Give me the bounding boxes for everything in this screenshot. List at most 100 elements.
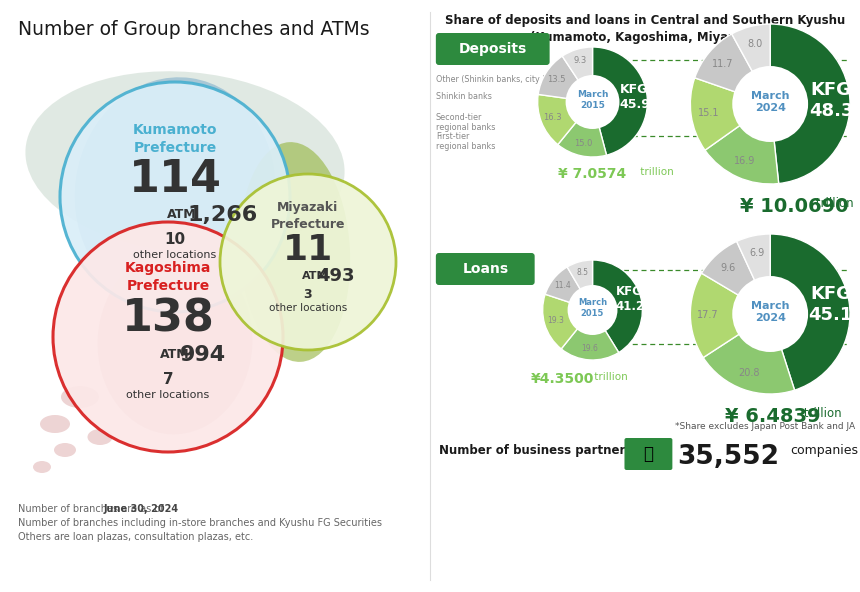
Text: 🤝: 🤝: [643, 445, 654, 463]
Ellipse shape: [26, 71, 345, 253]
Text: March
2024: March 2024: [751, 91, 789, 113]
Text: Number of business partners: Number of business partners: [439, 444, 632, 457]
Wedge shape: [545, 267, 593, 310]
Text: 16.3: 16.3: [544, 113, 562, 122]
Circle shape: [732, 276, 808, 352]
Text: Others are loan plazas, consultation plazas, etc.: Others are loan plazas, consultation pla…: [18, 532, 253, 542]
Text: Number of branches are as of: Number of branches are as of: [18, 504, 167, 514]
Text: 19.6: 19.6: [581, 345, 599, 353]
Text: ATM: ATM: [167, 208, 197, 221]
Wedge shape: [702, 242, 771, 314]
Text: 6.9: 6.9: [749, 248, 765, 258]
Text: 8.0: 8.0: [747, 38, 762, 49]
Ellipse shape: [75, 78, 275, 307]
Text: Miyazaki
Prefecture: Miyazaki Prefecture: [271, 201, 345, 230]
Wedge shape: [691, 78, 771, 150]
Text: ATM: ATM: [160, 349, 189, 362]
Text: KFG
45.9: KFG 45.9: [619, 82, 650, 111]
Wedge shape: [538, 56, 593, 102]
Wedge shape: [593, 47, 648, 155]
Text: 7: 7: [163, 372, 174, 387]
Wedge shape: [543, 294, 593, 349]
Text: June 30, 2024: June 30, 2024: [103, 504, 178, 514]
Ellipse shape: [54, 443, 76, 457]
Wedge shape: [695, 34, 771, 104]
Wedge shape: [538, 94, 593, 144]
Text: 11.4: 11.4: [554, 281, 571, 290]
Wedge shape: [732, 24, 771, 104]
Ellipse shape: [97, 250, 253, 435]
Text: Kagoshima
Prefecture: Kagoshima Prefecture: [125, 261, 212, 292]
Ellipse shape: [61, 386, 99, 408]
Wedge shape: [705, 104, 778, 184]
Text: ¥4.3500: ¥4.3500: [531, 372, 594, 386]
Circle shape: [732, 66, 808, 142]
Ellipse shape: [88, 429, 113, 445]
Circle shape: [60, 82, 290, 312]
Text: 20.8: 20.8: [739, 368, 760, 378]
Circle shape: [220, 174, 396, 350]
Text: 16.9: 16.9: [734, 156, 755, 166]
Text: other locations: other locations: [126, 390, 210, 400]
Text: Number of Group branches and ATMs: Number of Group branches and ATMs: [18, 20, 370, 39]
Text: Loans: Loans: [463, 262, 509, 276]
Text: KFG
45.1: KFG 45.1: [808, 285, 852, 324]
Text: 8.5: 8.5: [576, 268, 588, 277]
Text: First-tier
regional banks: First-tier regional banks: [436, 132, 495, 152]
Wedge shape: [558, 102, 606, 157]
FancyBboxPatch shape: [436, 33, 550, 65]
Text: 11.7: 11.7: [712, 59, 734, 69]
Text: 17.7: 17.7: [697, 310, 719, 320]
Wedge shape: [691, 273, 771, 358]
Text: trillion: trillion: [812, 197, 854, 210]
Text: other locations: other locations: [269, 303, 347, 313]
Text: Second-tier
regional banks: Second-tier regional banks: [436, 113, 495, 133]
Text: 11: 11: [283, 233, 333, 267]
Wedge shape: [771, 24, 850, 184]
Text: Kumamoto
Prefecture: Kumamoto Prefecture: [132, 123, 218, 155]
Ellipse shape: [40, 415, 70, 433]
Text: 9.3: 9.3: [574, 56, 587, 66]
Ellipse shape: [33, 461, 51, 473]
Text: 10: 10: [164, 231, 186, 246]
Text: Number of branches including in-store branches and Kyushu FG Securities: Number of branches including in-store br…: [18, 518, 382, 528]
Text: 493: 493: [317, 267, 354, 285]
Text: other locations: other locations: [133, 250, 217, 260]
Ellipse shape: [240, 142, 350, 362]
Text: March
2015: March 2015: [578, 298, 607, 318]
Text: March
2015: March 2015: [577, 91, 608, 110]
Text: 138: 138: [121, 298, 214, 340]
Wedge shape: [703, 314, 795, 394]
Circle shape: [568, 285, 617, 335]
Text: 35,552: 35,552: [678, 444, 779, 470]
Text: 15.0: 15.0: [574, 140, 593, 149]
Text: 114: 114: [128, 157, 222, 201]
Text: trillion: trillion: [591, 372, 627, 382]
Text: KFG
41.2: KFG 41.2: [615, 285, 644, 313]
FancyBboxPatch shape: [436, 253, 535, 285]
FancyBboxPatch shape: [624, 438, 673, 470]
Circle shape: [566, 75, 619, 129]
Text: Deposits: Deposits: [458, 42, 527, 56]
Wedge shape: [562, 310, 618, 360]
Text: Shinkin banks: Shinkin banks: [436, 92, 492, 101]
Text: 19.3: 19.3: [547, 317, 563, 326]
Wedge shape: [737, 234, 771, 314]
Circle shape: [53, 222, 283, 452]
Text: ¥ 10.0690: ¥ 10.0690: [740, 197, 849, 216]
Wedge shape: [567, 260, 593, 310]
Wedge shape: [593, 260, 642, 353]
Text: trillion: trillion: [637, 167, 674, 177]
Text: KFG
48.3: KFG 48.3: [808, 81, 853, 120]
Text: 15.1: 15.1: [697, 108, 719, 118]
Text: 13.5: 13.5: [547, 75, 566, 83]
Text: March
2024: March 2024: [751, 301, 789, 323]
Text: 1,266: 1,266: [187, 205, 257, 225]
Text: *Share excludes Japan Post Bank and JA: *Share excludes Japan Post Bank and JA: [675, 422, 855, 431]
Text: ¥ 6.4839: ¥ 6.4839: [725, 407, 820, 426]
Text: trillion: trillion: [800, 407, 842, 420]
Text: companies: companies: [790, 444, 858, 457]
Text: Other (Shinkin banks, city banks, etc.): Other (Shinkin banks, city banks, etc.): [436, 75, 589, 84]
Wedge shape: [562, 47, 593, 102]
Text: 994: 994: [180, 345, 226, 365]
